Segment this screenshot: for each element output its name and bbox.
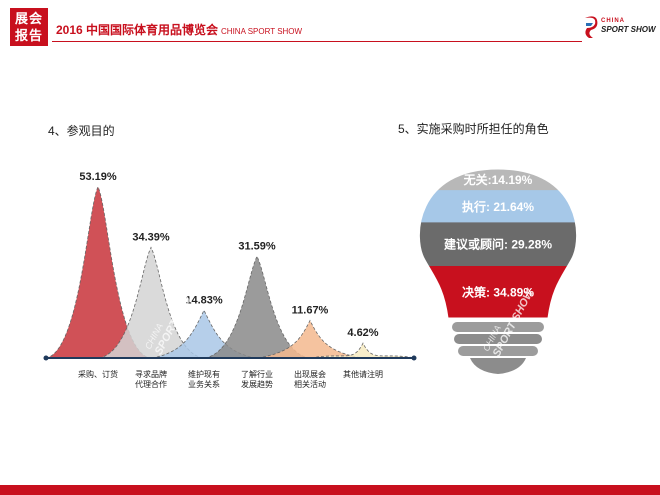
area-peak-1 bbox=[98, 246, 204, 359]
area-peak-4 bbox=[257, 319, 363, 359]
category-label-5: 其他请注明 bbox=[343, 370, 383, 379]
bulb-base bbox=[452, 322, 544, 374]
value-label-4: 11.67% bbox=[292, 304, 329, 316]
header-title-en: CHINA SPORT SHOW bbox=[221, 27, 303, 36]
category-label-1: 寻求品牌 代理合作 bbox=[135, 370, 167, 389]
logo-mark-icon bbox=[585, 16, 598, 38]
bulb-label-无关: 无关:14.19% bbox=[463, 172, 533, 187]
bulb-band-执行 bbox=[419, 190, 577, 223]
axis-dot-end bbox=[411, 355, 417, 361]
logo-line2: SPORT SHOW bbox=[601, 25, 656, 34]
area-peaks bbox=[45, 186, 416, 359]
bulb-outline bbox=[418, 168, 578, 319]
header-title: 2016 中国国际体育用品博览会 CHINA SPORT SHOW bbox=[56, 21, 302, 38]
badge-bottom-text: 报告 bbox=[14, 28, 43, 43]
bulb-label-执行: 执行: 21.64% bbox=[462, 199, 534, 214]
bulb-label-决策: 决策: 34.89% bbox=[462, 285, 534, 300]
category-label-4: 出现展会 相关活动 bbox=[294, 370, 326, 389]
bulb-base-ring-3 bbox=[458, 346, 538, 356]
header: 展会 报告 2016 中国国际体育用品博览会 CHINA SPORT SHOW C… bbox=[0, 0, 660, 46]
logo-line1: CHINA bbox=[601, 18, 625, 24]
area-peak-5 bbox=[310, 342, 416, 359]
category-label-3: 了解行业 发展趋势 bbox=[241, 370, 273, 389]
bulb-label-建议或顾问: 建议或顾问: 29.28% bbox=[443, 237, 552, 252]
report-badge: 展会 报告 bbox=[10, 8, 48, 46]
value-label-5: 4.62% bbox=[347, 327, 378, 339]
chart5-title: 5、实施采购时所担任的角色 bbox=[398, 122, 549, 136]
bulb-base-ring-1 bbox=[452, 322, 544, 332]
category-label-0: 采购、订货 bbox=[78, 370, 118, 379]
value-label-1: 34.39% bbox=[132, 231, 170, 243]
footer-bar bbox=[0, 485, 660, 495]
axis-dot-start bbox=[43, 355, 49, 361]
china-sport-show-logo: CHINA SPORT SHOW bbox=[583, 12, 656, 42]
chart4-title: 4、参观目的 bbox=[48, 124, 115, 138]
badge-top-text: 展会 bbox=[14, 11, 43, 26]
value-label-3: 31.59% bbox=[238, 240, 276, 252]
value-label-0: 53.19% bbox=[79, 171, 117, 183]
bulb-band-建议或顾问 bbox=[419, 222, 577, 267]
bulb-base-tip bbox=[470, 358, 526, 374]
value-label-2: 14.83% bbox=[185, 294, 223, 306]
header-divider bbox=[52, 41, 582, 42]
category-label-2: 维护现有 业务关系 bbox=[188, 370, 220, 389]
bulb-base-ring-2 bbox=[454, 334, 542, 344]
area-peak-3 bbox=[204, 255, 310, 359]
header-title-cn: 2016 中国国际体育用品博览会 bbox=[56, 23, 219, 37]
